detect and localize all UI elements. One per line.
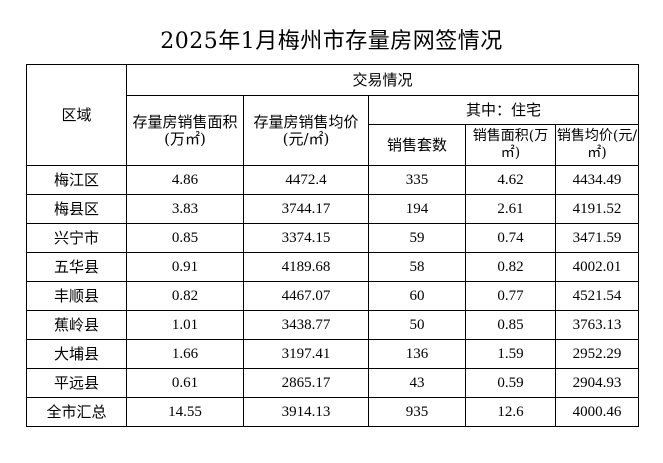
cell-region: 梅县区 [26, 194, 127, 224]
cell-area: 0.61 [126, 368, 244, 398]
header-residential: 其中：住宅 [368, 95, 639, 125]
header-region: 区域 [26, 64, 127, 166]
cell-res-area: 4.62 [465, 165, 556, 195]
cell-price: 3438.77 [243, 310, 369, 340]
cell-area: 0.82 [126, 281, 244, 311]
cell-res-area: 0.77 [465, 281, 556, 311]
cell-area: 3.83 [126, 194, 244, 224]
cell-price: 3374.15 [243, 223, 369, 253]
cell-area: 0.85 [126, 223, 244, 253]
table-row: 蕉岭县 1.01 3438.77 50 0.85 3763.13 [26, 310, 639, 340]
table-row: 梅县区 3.83 3744.17 194 2.61 4191.52 [26, 194, 639, 224]
header-row-1: 区域 交易情况 [26, 64, 639, 166]
cell-area: 14.55 [126, 397, 244, 427]
header-price-total: 存量房销售均价(元/㎡) [243, 95, 369, 166]
cell-price: 2865.17 [243, 368, 369, 398]
cell-res-area: 12.6 [465, 397, 556, 427]
cell-res-area: 1.59 [465, 339, 556, 369]
table-body: 梅江区 4.86 4472.4 335 4.62 4434.49 梅县区 3.83 3744.1… [26, 165, 639, 427]
cell-region: 丰顺县 [26, 281, 127, 311]
table-row: 五华县 0.91 4189.68 58 0.82 4002.01 [26, 252, 639, 282]
cell-units: 60 [368, 281, 466, 311]
cell-price: 3197.41 [243, 339, 369, 369]
cell-res-area: 0.59 [465, 368, 556, 398]
header-res-area: 销售面积(万㎡) [465, 124, 556, 166]
cell-area: 4.86 [126, 165, 244, 195]
table-row: 兴宁市 0.85 3374.15 59 0.74 3471.59 [26, 223, 639, 253]
header-area-total: 存量房销售面积(万㎡) [126, 95, 244, 166]
cell-price: 4467.07 [243, 281, 369, 311]
table-row: 大埔县 1.66 3197.41 136 1.59 2952.29 [26, 339, 639, 369]
cell-region: 五华县 [26, 252, 127, 282]
cell-area: 1.66 [126, 339, 244, 369]
header-res-price: 销售均价(元/㎡) [555, 124, 639, 166]
cell-res-price: 4434.49 [555, 165, 639, 195]
table-row: 丰顺县 0.82 4467.07 60 0.77 4521.54 [26, 281, 639, 311]
cell-res-price: 4000.46 [555, 397, 639, 427]
cell-units: 58 [368, 252, 466, 282]
header-row-2: 存量房销售面积(万㎡) 存量房销售均价(元/㎡) 其中：住宅 [27, 95, 639, 166]
cell-units: 50 [368, 310, 466, 340]
cell-res-price: 2952.29 [555, 339, 639, 369]
table-row: 全市汇总 14.55 3914.13 935 12.6 4000.46 [26, 397, 639, 427]
cell-region: 兴宁市 [26, 223, 127, 253]
housing-stats-table: 区域 交易情况 存量房销售面积(万㎡) 存量房销售均价(元/㎡) 其中：住宅 销… [26, 64, 639, 427]
cell-res-price: 3763.13 [555, 310, 639, 340]
cell-region: 平远县 [26, 368, 127, 398]
cell-res-price: 4521.54 [555, 281, 639, 311]
cell-price: 3744.17 [243, 194, 369, 224]
header-units: 销售套数 [368, 124, 466, 166]
cell-res-price: 4191.52 [555, 194, 639, 224]
cell-res-area: 0.85 [465, 310, 556, 340]
cell-units: 136 [368, 339, 466, 369]
cell-price: 4189.68 [243, 252, 369, 282]
cell-res-price: 4002.01 [555, 252, 639, 282]
cell-res-area: 0.74 [465, 223, 556, 253]
cell-region: 梅江区 [26, 165, 127, 195]
cell-price: 4472.4 [243, 165, 369, 195]
cell-region: 全市汇总 [26, 397, 127, 427]
cell-res-area: 2.61 [465, 194, 556, 224]
cell-area: 1.01 [126, 310, 244, 340]
table-row: 平远县 0.61 2865.17 43 0.59 2904.93 [26, 368, 639, 398]
cell-units: 335 [368, 165, 466, 195]
cell-price: 3914.13 [243, 397, 369, 427]
cell-units: 194 [368, 194, 466, 224]
cell-res-price: 3471.59 [555, 223, 639, 253]
cell-units: 43 [368, 368, 466, 398]
cell-res-area: 0.82 [465, 252, 556, 282]
header-transaction: 交易情况 [126, 64, 639, 96]
cell-res-price: 2904.93 [555, 368, 639, 398]
cell-units: 935 [368, 397, 466, 427]
cell-units: 59 [368, 223, 466, 253]
cell-area: 0.91 [126, 252, 244, 282]
page-title: 2025年1月梅州市存量房网签情况 [160, 29, 503, 54]
table-row: 梅江区 4.86 4472.4 335 4.62 4434.49 [26, 165, 639, 195]
cell-region: 蕉岭县 [26, 310, 127, 340]
cell-region: 大埔县 [26, 339, 127, 369]
header-row-3: 销售套数 销售面积(万㎡) 销售均价(元/㎡) [27, 124, 639, 166]
